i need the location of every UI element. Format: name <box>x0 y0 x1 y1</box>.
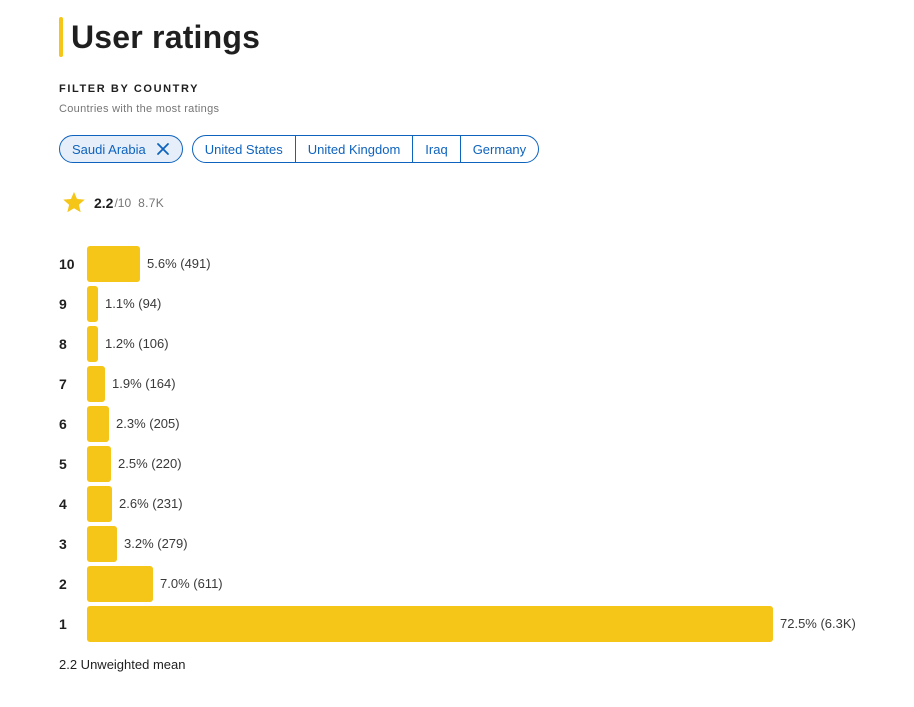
rating-bar <box>87 566 153 602</box>
rating-label: 1 <box>59 616 67 632</box>
rating-count: 8.7K <box>138 195 165 210</box>
country-filter-chips: Saudi Arabia United States United Kingdo… <box>59 135 540 163</box>
rating-row-8: 8 1.2% (106) <box>0 326 914 362</box>
chip-germany[interactable]: Germany <box>459 136 538 162</box>
chip-saudi-arabia[interactable]: Saudi Arabia <box>59 135 183 163</box>
rating-bar <box>87 326 98 362</box>
rating-value: 2.2 <box>94 194 114 211</box>
title-accent-bar <box>59 17 63 57</box>
rating-bar <box>87 406 109 442</box>
rating-label: 6 <box>59 416 67 432</box>
filter-label: FILTER BY COUNTRY <box>59 83 200 95</box>
rating-bar-value: 7.0% (611) <box>160 576 223 591</box>
rating-bar-value: 3.2% (279) <box>124 536 188 551</box>
rating-row-10: 10 5.6% (491) <box>0 246 914 282</box>
rating-bar <box>87 246 140 282</box>
rating-label: 4 <box>59 496 67 512</box>
rating-bar-value: 5.6% (491) <box>147 256 211 271</box>
chip-united-states[interactable]: United States <box>204 141 283 157</box>
rating-row-2: 2 7.0% (611) <box>0 566 914 602</box>
rating-bar <box>87 526 117 562</box>
rating-bar <box>87 286 98 322</box>
rating-bar <box>87 366 105 402</box>
rating-label: 5 <box>59 456 67 472</box>
rating-row-4: 4 2.6% (231) <box>0 486 914 522</box>
rating-bar-value: 2.5% (220) <box>118 456 182 471</box>
page-title: User ratings <box>71 18 261 55</box>
rating-bar <box>87 446 111 482</box>
rating-label: 2 <box>59 576 67 592</box>
filter-subtitle: Countries with the most ratings <box>59 103 220 115</box>
country-chip-group: United States United Kingdom Iraq German… <box>191 135 540 163</box>
chip-label: Saudi Arabia <box>72 141 146 157</box>
rating-bar-value: 72.5% (6.3K) <box>780 616 856 631</box>
rating-summary: 2.2 /10 8.7K <box>61 190 164 215</box>
rating-bar-value: 2.6% (231) <box>119 496 183 511</box>
rating-bar <box>87 486 112 522</box>
rating-row-6: 6 2.3% (205) <box>0 406 914 442</box>
rating-row-7: 7 1.9% (164) <box>0 366 914 402</box>
unweighted-mean: 2.2 Unweighted mean <box>59 657 186 672</box>
rating-label: 8 <box>59 336 67 352</box>
rating-row-5: 5 2.5% (220) <box>0 446 914 482</box>
page-header: User ratings <box>59 17 260 57</box>
star-icon <box>61 190 87 215</box>
rating-max: /10 <box>114 195 132 210</box>
rating-row-3: 3 3.2% (279) <box>0 526 914 562</box>
rating-label: 3 <box>59 536 67 552</box>
rating-bar-value: 2.3% (205) <box>116 416 180 431</box>
rating-bar-value: 1.2% (106) <box>105 336 169 351</box>
close-icon[interactable] <box>156 142 170 156</box>
rating-label: 7 <box>59 376 67 392</box>
rating-bar <box>87 606 773 642</box>
chip-united-kingdom[interactable]: United Kingdom <box>294 136 413 162</box>
rating-label: 10 <box>59 256 75 272</box>
rating-bar-value: 1.1% (94) <box>105 296 162 311</box>
rating-row-9: 9 1.1% (94) <box>0 286 914 322</box>
rating-row-1: 1 72.5% (6.3K) <box>0 606 914 642</box>
chip-iraq[interactable]: Iraq <box>412 136 459 162</box>
rating-bar-value: 1.9% (164) <box>112 376 176 391</box>
rating-label: 9 <box>59 296 67 312</box>
